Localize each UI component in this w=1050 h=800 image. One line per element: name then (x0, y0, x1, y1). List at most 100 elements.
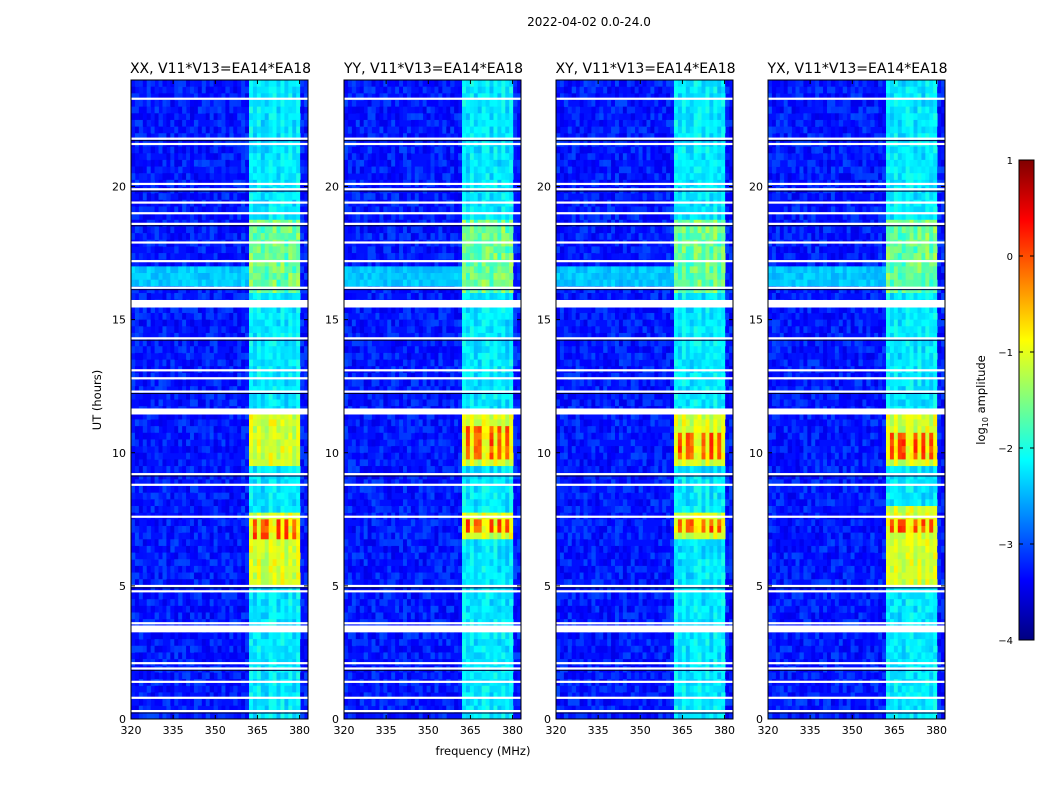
heatmap-cell (355, 159, 361, 167)
heatmap-cell (138, 579, 144, 587)
heatmap-cell (276, 479, 281, 487)
heatmap-cell (344, 113, 349, 121)
heatmap-cell (249, 306, 254, 314)
heatmap-cell (465, 119, 471, 127)
heatmap-cell (379, 266, 384, 274)
heatmap-cell (138, 645, 144, 653)
heatmap-cell (300, 446, 305, 454)
heatmap-cell (481, 259, 486, 267)
heatmap-cell (280, 352, 285, 360)
heatmap-cell (205, 113, 211, 121)
heatmap-cell (190, 545, 195, 553)
heatmap-cell (300, 332, 305, 340)
heatmap-cell (229, 506, 234, 514)
heatmap-cell (438, 213, 443, 221)
heatmap-cell (182, 685, 187, 693)
heatmap-cell (347, 266, 353, 274)
heatmap-cell (138, 506, 144, 514)
heatmap-cell (193, 712, 199, 720)
heatmap-cell (513, 279, 518, 287)
heatmap-cell (272, 326, 277, 334)
heatmap-cell (150, 412, 155, 420)
heatmap-cell (414, 133, 420, 141)
heatmap-cell (178, 86, 183, 94)
heatmap-cell (158, 273, 163, 281)
heatmap-cell (174, 645, 179, 653)
heatmap-cell (387, 146, 392, 154)
heatmap-cell (252, 632, 258, 640)
heatmap-cell (351, 153, 357, 161)
heatmap-cell (217, 246, 222, 254)
y-tick-label: 15 (112, 314, 126, 327)
heatmap-cell (131, 545, 136, 553)
heatmap-cell (489, 293, 494, 301)
heatmap-cell (225, 532, 230, 540)
heatmap-cell (162, 559, 167, 567)
heatmap-cell (241, 99, 246, 108)
heatmap-cell (347, 259, 353, 267)
heatmap-cell (462, 233, 467, 241)
heatmap-cell (146, 80, 152, 88)
heatmap-cell (134, 525, 140, 534)
heatmap-cell (221, 246, 226, 254)
heatmap-cell (142, 446, 148, 454)
heatmap-cell (292, 699, 297, 707)
heatmap-cell (288, 359, 293, 367)
heatmap-cell (391, 80, 396, 88)
heatmap-cell (131, 479, 136, 487)
heatmap-cell (237, 213, 242, 221)
heatmap-cell (406, 133, 412, 141)
heatmap-cell (252, 306, 258, 314)
heatmap-cell (268, 173, 273, 181)
heatmap-cell (134, 419, 140, 427)
heatmap-cell (131, 273, 136, 281)
heatmap-cell (379, 273, 384, 281)
heatmap-cell (201, 412, 207, 420)
heatmap-cell (292, 293, 297, 301)
heatmap-cell (363, 226, 368, 234)
heatmap-cell (213, 592, 218, 600)
heatmap-cell (138, 259, 144, 267)
heatmap-cell (300, 426, 305, 434)
heatmap-cell (193, 332, 199, 340)
heatmap-cell (229, 312, 234, 321)
heatmap-cell (245, 273, 250, 281)
heatmap-cell (197, 506, 203, 514)
heatmap-cell (252, 259, 258, 267)
heatmap-cell (193, 106, 199, 114)
heatmap-cell (225, 545, 230, 553)
heatmap-cell (300, 93, 305, 101)
heatmap-cell (134, 133, 140, 141)
heatmap-cell (367, 146, 372, 154)
heatmap-cell (288, 226, 293, 234)
heatmap-cell (249, 279, 254, 287)
heatmap-cell (442, 293, 447, 301)
heatmap-cell (268, 126, 273, 134)
heatmap-cell (268, 632, 273, 640)
heatmap-cell (186, 99, 191, 108)
heatmap-cell (446, 173, 451, 181)
heatmap-cell (178, 399, 183, 407)
heatmap-cell (158, 246, 163, 254)
heatmap-cell (284, 326, 289, 334)
heatmap-cell (300, 86, 305, 94)
heatmap-cell (252, 486, 258, 494)
heatmap-cell (138, 552, 144, 560)
heatmap-cell (178, 386, 183, 394)
heatmap-cell (209, 173, 214, 181)
heatmap-cell (252, 246, 258, 254)
heatmap-cell (260, 506, 266, 514)
heatmap-cell (359, 206, 365, 214)
heatmap-cell (276, 585, 281, 593)
heatmap-cell (256, 466, 262, 474)
heatmap-cell (158, 466, 163, 474)
heatmap-cell (233, 126, 238, 134)
heatmap-cell (190, 213, 195, 221)
heatmap-cell (473, 113, 479, 121)
heatmap-cell (414, 233, 420, 241)
heatmap-cell (229, 486, 234, 494)
heatmap-cell (469, 173, 475, 181)
heatmap-cell (288, 206, 293, 214)
heatmap-cell (493, 233, 498, 241)
heatmap-cell (375, 93, 380, 101)
